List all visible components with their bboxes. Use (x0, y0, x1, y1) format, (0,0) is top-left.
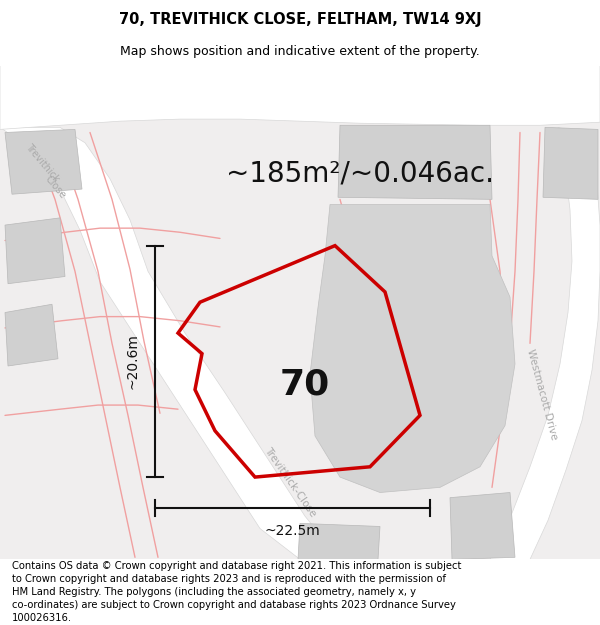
Polygon shape (490, 127, 600, 559)
Text: Trevithick-Close: Trevithick-Close (262, 446, 318, 519)
Polygon shape (0, 127, 340, 559)
Polygon shape (0, 66, 600, 559)
Text: Contains OS data © Crown copyright and database right 2021. This information is : Contains OS data © Crown copyright and d… (12, 561, 461, 624)
Polygon shape (310, 204, 515, 492)
Text: ~22.5m: ~22.5m (265, 524, 320, 538)
Text: 70, TREVITHICK CLOSE, FELTHAM, TW14 9XJ: 70, TREVITHICK CLOSE, FELTHAM, TW14 9XJ (119, 12, 481, 27)
Polygon shape (338, 125, 492, 199)
Polygon shape (5, 304, 58, 366)
Text: 70: 70 (280, 368, 330, 401)
Text: Westmacott Drive: Westmacott Drive (525, 348, 559, 441)
Text: Trevithick: Trevithick (23, 142, 61, 184)
Text: ~20.6m: ~20.6m (126, 333, 140, 389)
Polygon shape (0, 66, 600, 129)
Polygon shape (450, 492, 515, 559)
Polygon shape (298, 523, 380, 559)
Text: Close: Close (43, 174, 67, 201)
Polygon shape (543, 127, 598, 199)
Text: Map shows position and indicative extent of the property.: Map shows position and indicative extent… (120, 45, 480, 58)
Polygon shape (5, 218, 65, 284)
Text: ~185m²/~0.046ac.: ~185m²/~0.046ac. (226, 159, 494, 188)
Polygon shape (5, 129, 82, 194)
